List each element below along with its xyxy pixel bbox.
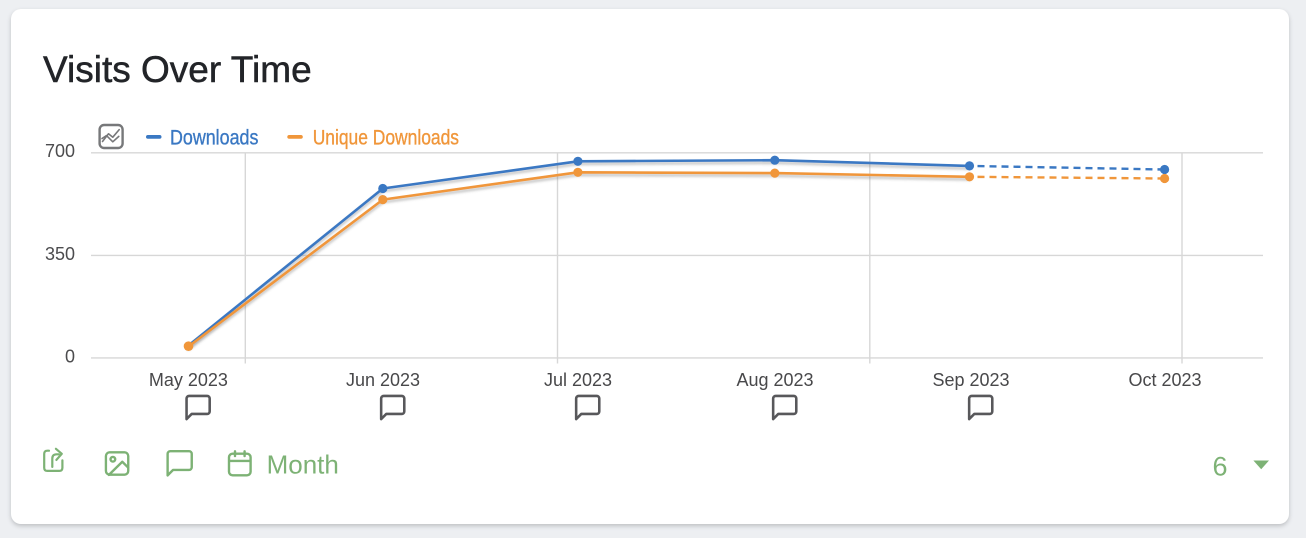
svg-text:350: 350 [45,244,75,264]
svg-text:Sep 2023: Sep 2023 [932,370,1009,390]
svg-text:Month: Month [267,450,339,480]
svg-text:May 2023: May 2023 [149,370,228,390]
svg-text:Unique Downloads: Unique Downloads [313,126,459,150]
svg-text:Jun 2023: Jun 2023 [346,370,420,390]
svg-text:700: 700 [45,141,75,161]
svg-text:Aug 2023: Aug 2023 [736,370,813,390]
svg-text:6: 6 [1213,452,1228,482]
svg-text:0: 0 [65,346,75,366]
svg-text:Jul 2023: Jul 2023 [544,370,612,390]
svg-text:Downloads: Downloads [170,126,258,150]
svg-text:Oct 2023: Oct 2023 [1128,370,1201,390]
